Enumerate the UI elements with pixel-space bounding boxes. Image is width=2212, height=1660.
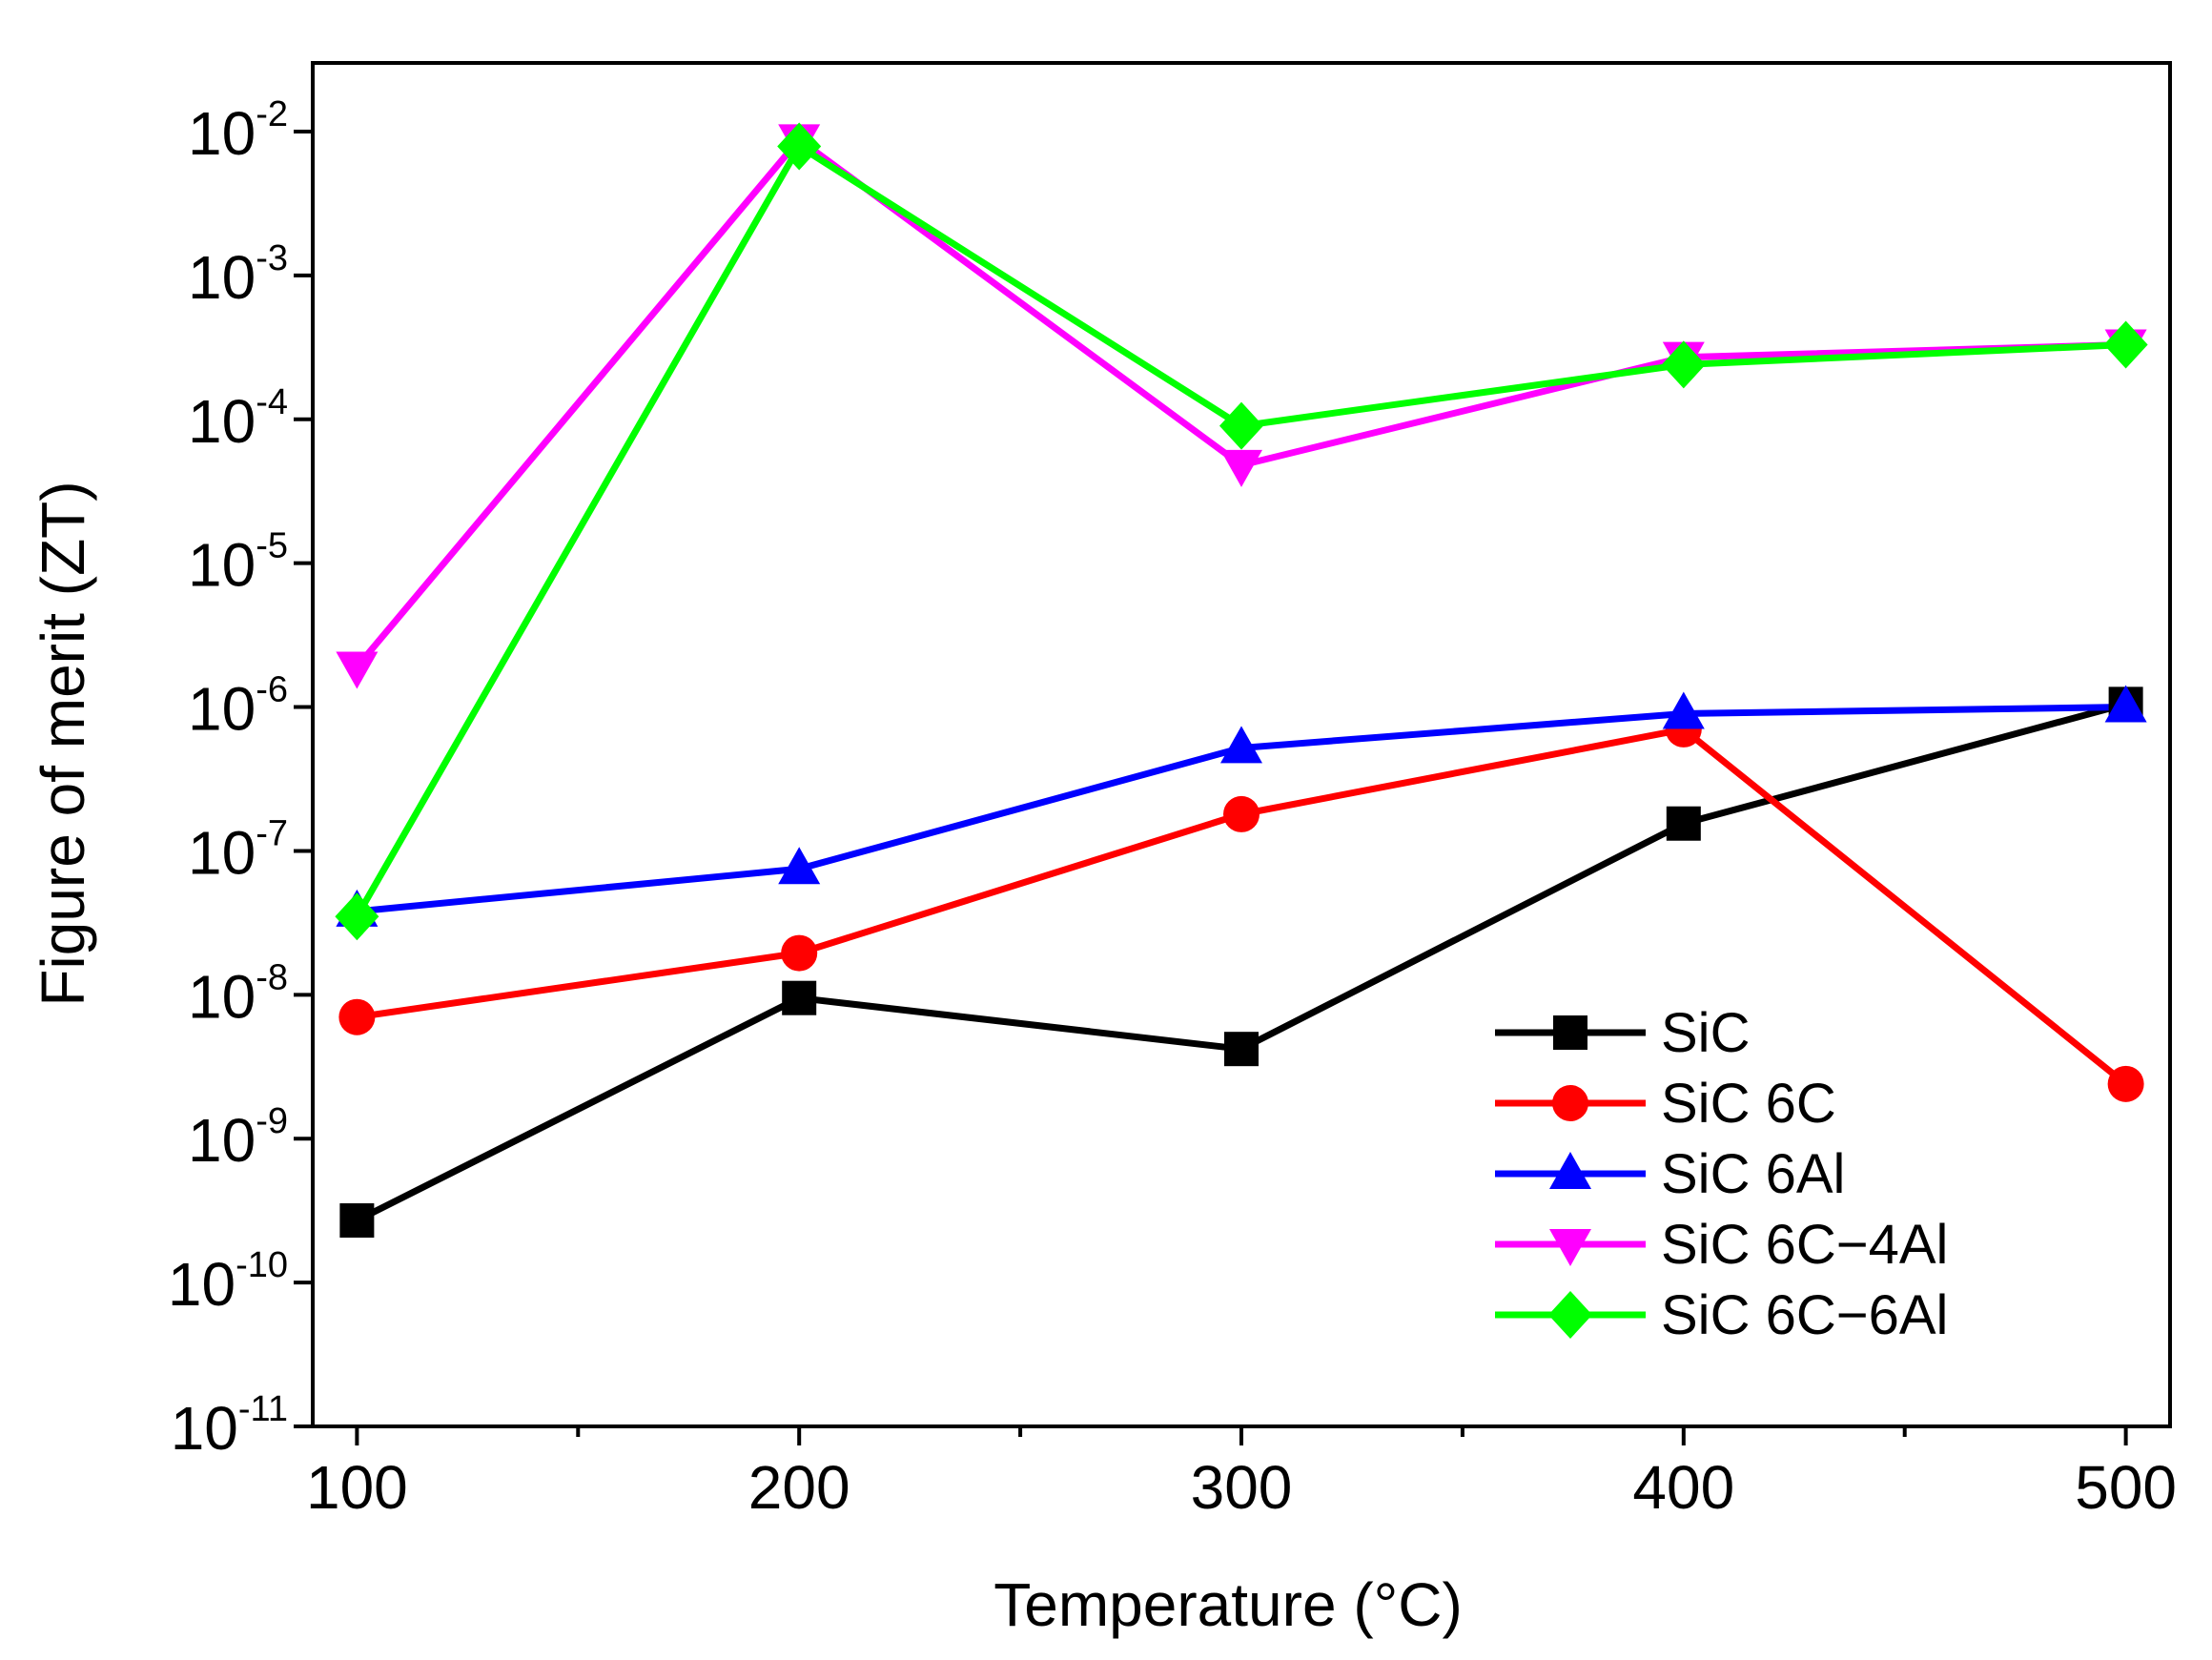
x-axis-title: Temperature (°C) [993, 1570, 1463, 1639]
legend-marker-2 [1549, 1152, 1591, 1189]
legend-label-1: SiC 6C [1661, 1073, 1836, 1135]
y-tick-base: 10 [188, 675, 256, 744]
legend-label-3: SiC 6C−4Al [1661, 1214, 1948, 1276]
legend-marker-3 [1549, 1229, 1591, 1266]
y-tick-label: 10-4 [188, 382, 288, 456]
legend-marker-0 [1553, 1015, 1587, 1050]
data-point-2-2 [1220, 726, 1262, 764]
y-tick-label: 10-2 [188, 94, 288, 168]
y-tick-label: 10-7 [188, 813, 288, 887]
data-point-0-1 [782, 980, 817, 1015]
y-tick-label: 10-8 [188, 957, 288, 1031]
y-tick-base: 10 [168, 1250, 236, 1319]
data-point-2-1 [778, 847, 821, 885]
x-tick-label: 100 [306, 1453, 408, 1522]
y-tick-exponent: -2 [256, 94, 288, 134]
y-tick-exponent: -7 [256, 813, 288, 853]
legend-marker-1 [1552, 1085, 1588, 1121]
x-tick-label: 200 [748, 1453, 850, 1522]
y-tick-exponent: -9 [256, 1101, 288, 1141]
data-point-4-2 [1219, 401, 1263, 450]
legend-marker-4 [1548, 1291, 1592, 1339]
y-tick-label: 10-9 [188, 1101, 288, 1175]
y-tick-exponent: -6 [256, 670, 288, 710]
data-point-4-4 [2103, 320, 2148, 369]
series-line-1 [356, 726, 2128, 1087]
y-tick-exponent: -11 [238, 1389, 288, 1429]
y-tick-label: 10-3 [188, 238, 288, 312]
y-tick-label: 10-10 [168, 1245, 288, 1319]
y-tick-base: 10 [188, 1106, 256, 1175]
data-point-0-0 [339, 1203, 375, 1239]
x-tick-label: 400 [1632, 1453, 1734, 1522]
legend-label-4: SiC 6C−6Al [1661, 1284, 1948, 1346]
data-point-4-3 [1661, 340, 1706, 389]
data-point-1-1 [781, 934, 818, 972]
data-point-1-0 [338, 998, 376, 1035]
legend-label-0: SiC [1661, 1002, 1750, 1064]
y-tick-base: 10 [188, 99, 256, 168]
data-point-1-2 [1223, 795, 1260, 832]
legend-label-2: SiC 6Al [1661, 1143, 1845, 1205]
data-point-1-4 [2107, 1065, 2144, 1102]
y-tick-label: 10-5 [188, 526, 288, 600]
y-tick-exponent: -4 [256, 382, 288, 422]
y-tick-base: 10 [188, 962, 256, 1031]
y-tick-base: 10 [188, 387, 256, 456]
y-tick-base: 10 [188, 243, 256, 312]
y-tick-label: 10-11 [171, 1389, 288, 1463]
y-tick-base: 10 [188, 818, 256, 887]
y-tick-base: 10 [188, 531, 256, 600]
series-line-0 [355, 700, 2127, 1224]
y-tick-exponent: -5 [256, 526, 288, 566]
data-point-2-3 [1662, 691, 1705, 729]
y-axis-title: Figure of merit (ZT) [29, 481, 97, 1006]
x-tick-label: 500 [2075, 1453, 2177, 1522]
data-point-4-1 [777, 122, 822, 171]
x-tick-label: 300 [1191, 1453, 1293, 1522]
data-point-3-2 [1220, 449, 1262, 487]
data-point-0-2 [1224, 1032, 1259, 1067]
y-tick-label: 10-6 [188, 670, 288, 744]
y-tick-exponent: -10 [236, 1245, 288, 1285]
data-point-3-0 [336, 651, 379, 689]
data-point-0-3 [1666, 806, 1701, 841]
y-tick-exponent: -8 [256, 957, 288, 997]
y-tick-exponent: -3 [256, 238, 288, 278]
data-point-4-0 [335, 892, 379, 941]
data-point-2-4 [2104, 685, 2147, 723]
y-tick-base: 10 [171, 1394, 238, 1463]
